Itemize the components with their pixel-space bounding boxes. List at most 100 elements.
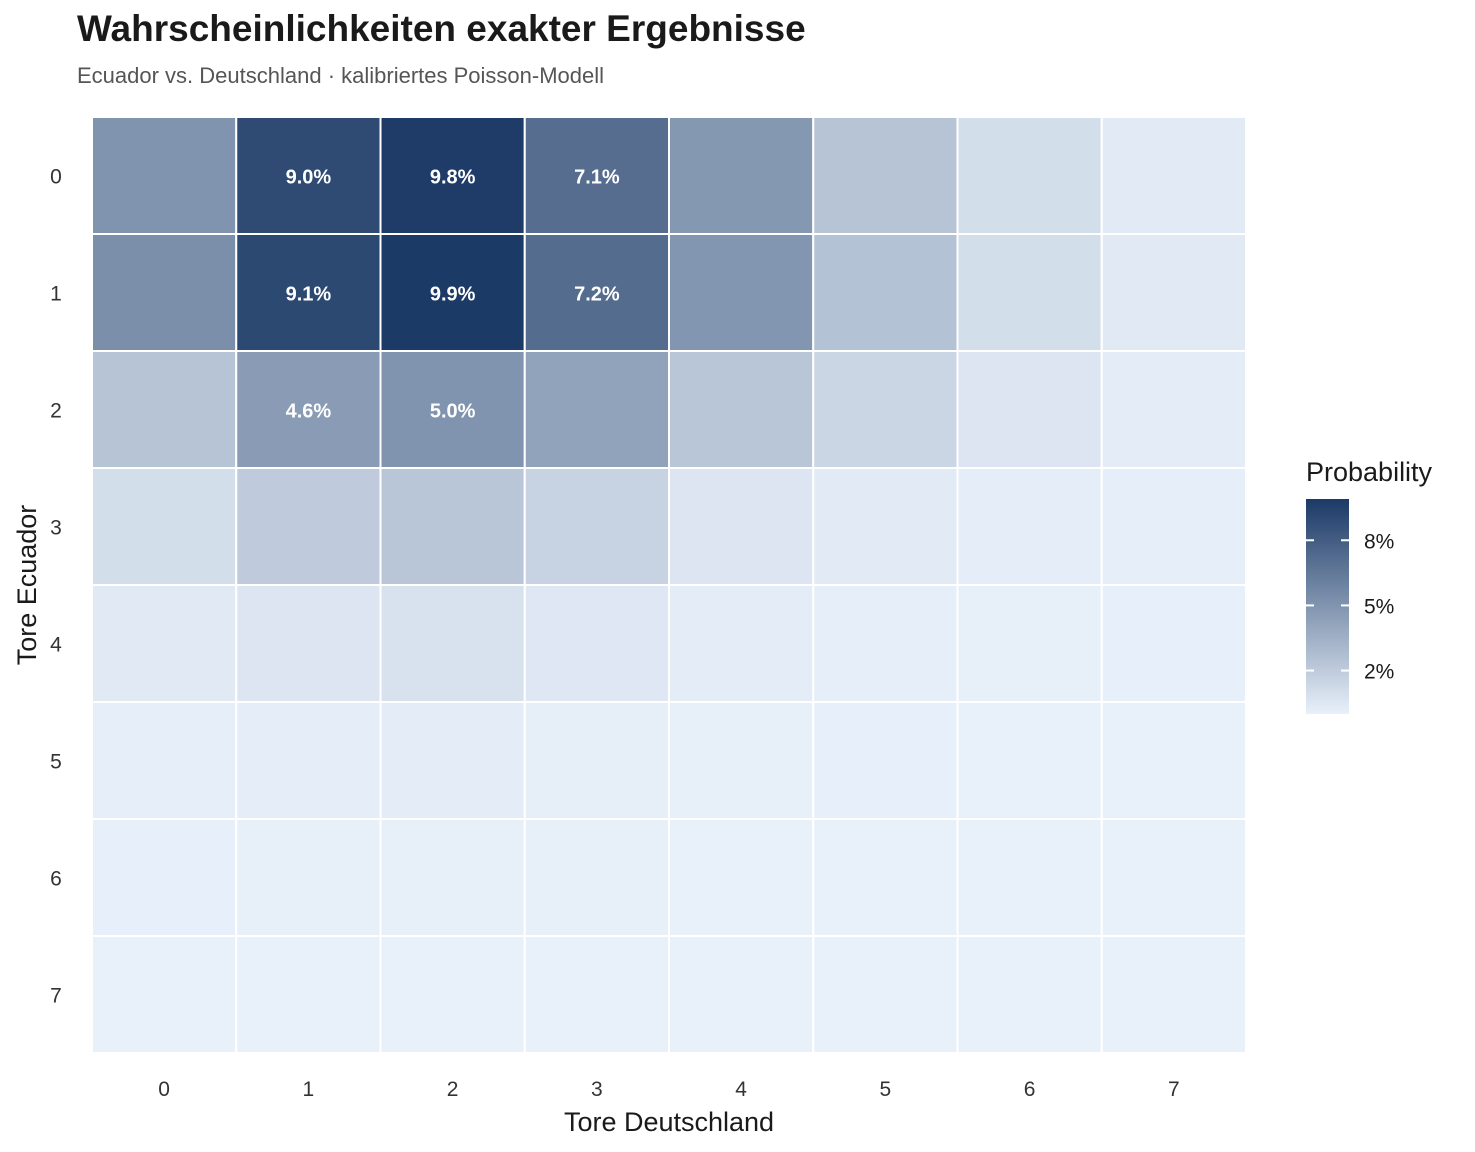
legend-ticks: 2% 5% 8% <box>1306 530 1394 684</box>
y-axis-label: Tore Ecuador <box>12 505 42 666</box>
heatmap-cell <box>956 935 1103 1054</box>
heatmap-cell <box>91 350 238 469</box>
x-tick-label: 2 <box>447 1078 459 1101</box>
heatmap-cell <box>668 116 815 235</box>
legend-title: Probability <box>1306 457 1433 487</box>
heatmap-cell <box>235 935 382 1054</box>
heatmap-cell <box>523 935 670 1054</box>
heatmap-cell <box>812 701 959 820</box>
legend-tick-label: 2% <box>1364 661 1394 684</box>
x-tick-label: 4 <box>735 1078 747 1101</box>
y-axis-ticks: 0 1 2 3 4 5 6 7 <box>50 166 62 1008</box>
heatmap-cell <box>812 116 959 235</box>
chart-title: Wahrscheinlichkeiten exakter Ergebnisse <box>77 8 806 49</box>
cell-value-label: 9.9% <box>430 284 476 306</box>
heatmap-cell <box>812 233 959 352</box>
cell-value-label: 4.6% <box>286 401 332 423</box>
heatmap-cell <box>379 935 526 1054</box>
heatmap-cell <box>235 467 382 586</box>
cell-value-label: 9.1% <box>286 284 332 306</box>
heatmap-cell <box>91 701 238 820</box>
heatmap-cell <box>812 467 959 586</box>
heatmap-cell <box>1100 701 1247 820</box>
x-tick-label: 6 <box>1024 1078 1036 1101</box>
heatmap-cell <box>379 701 526 820</box>
heatmap-cell <box>91 818 238 937</box>
chart-subtitle: Ecuador vs. Deutschland · kalibriertes P… <box>77 63 605 88</box>
heatmap-cell <box>1100 584 1247 703</box>
heatmap-cell <box>523 233 670 352</box>
x-tick-label: 7 <box>1168 1078 1180 1101</box>
heatmap-cell <box>956 818 1103 937</box>
y-tick-label: 1 <box>50 283 62 306</box>
heatmap-cell <box>379 818 526 937</box>
cell-value-label: 9.0% <box>286 167 332 189</box>
y-tick-label: 2 <box>50 400 62 423</box>
heatmap-cell <box>956 701 1103 820</box>
heatmap-cell <box>956 467 1103 586</box>
heatmap-cell <box>668 935 815 1054</box>
legend-tick-label: 5% <box>1364 595 1394 618</box>
heatmap-cell <box>1100 233 1247 352</box>
heatmap-cell <box>956 584 1103 703</box>
heatmap-cell <box>812 350 959 469</box>
heatmap-cell <box>235 818 382 937</box>
heatmap-cell <box>668 701 815 820</box>
cell-labels: 9.0% 9.8% 7.1% 9.1% 9.9% 7.2% 4.6% 5.0% <box>286 167 620 423</box>
heatmap-cell <box>235 233 382 352</box>
x-axis-ticks: 0 1 2 3 4 5 6 7 <box>158 1078 1179 1101</box>
heatmap-cell <box>956 233 1103 352</box>
heatmap-cell <box>812 818 959 937</box>
x-tick-label: 0 <box>158 1078 170 1101</box>
heatmap-cell <box>379 350 526 469</box>
heatmap-cell <box>523 818 670 937</box>
cell-value-label: 7.1% <box>574 167 620 189</box>
heatmap-cell <box>523 350 670 469</box>
heatmap-cell <box>668 467 815 586</box>
y-tick-label: 6 <box>50 868 62 891</box>
heatmap-cell <box>235 350 382 469</box>
heatmap-cell <box>668 350 815 469</box>
heatmap-cell <box>523 584 670 703</box>
y-tick-label: 3 <box>50 517 62 540</box>
heatmap-cell <box>1100 116 1247 235</box>
y-tick-label: 7 <box>50 985 62 1008</box>
cell-value-label: 5.0% <box>430 401 476 423</box>
heatmap-cell <box>1100 350 1247 469</box>
x-tick-label: 3 <box>591 1078 603 1101</box>
y-tick-label: 4 <box>50 634 62 657</box>
heatmap-cell <box>379 233 526 352</box>
heatmap-cell <box>91 584 238 703</box>
heatmap-cell <box>379 584 526 703</box>
heatmap-cell <box>668 584 815 703</box>
legend-tick-label: 8% <box>1364 530 1394 553</box>
x-tick-label: 1 <box>303 1078 315 1101</box>
cell-value-label: 7.2% <box>574 284 620 306</box>
heatmap-cell <box>523 701 670 820</box>
heatmap-cell <box>523 467 670 586</box>
heatmap-cell <box>1100 818 1247 937</box>
y-tick-label: 0 <box>50 166 62 189</box>
y-tick-label: 5 <box>50 751 62 774</box>
heatmap-cell <box>235 584 382 703</box>
heatmap-cell <box>1100 467 1247 586</box>
x-tick-label: 5 <box>880 1078 892 1101</box>
heatmap-cell <box>91 467 238 586</box>
heatmap-cell <box>235 701 382 820</box>
heatmap-cell <box>956 116 1103 235</box>
cell-value-label: 9.8% <box>430 167 476 189</box>
heatmap-cell <box>91 935 238 1054</box>
heatmap-cell <box>91 116 238 235</box>
heatmap-cell <box>379 467 526 586</box>
heatmap-cell <box>812 584 959 703</box>
heatmap-cell <box>668 233 815 352</box>
heatmap-cells <box>91 116 1247 1054</box>
legend-color-bar <box>1306 499 1349 714</box>
heatmap-cell <box>956 350 1103 469</box>
heatmap-cell <box>1100 935 1247 1054</box>
x-axis-label: Tore Deutschland <box>564 1107 774 1137</box>
heatmap-cell <box>812 935 959 1054</box>
color-legend: Probability 2% 5% 8% <box>1306 457 1433 714</box>
heatmap-cell <box>91 233 238 352</box>
